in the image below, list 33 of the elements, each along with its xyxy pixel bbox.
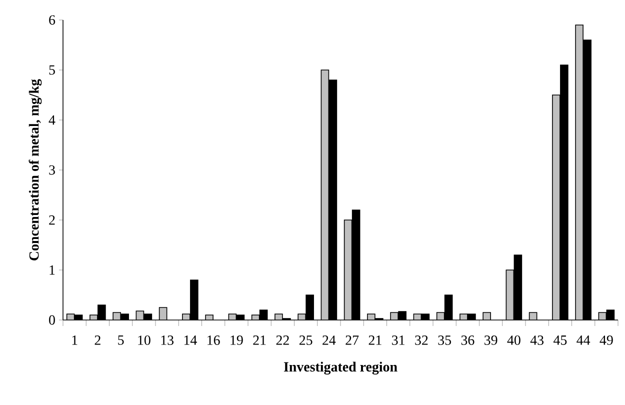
- x-tick-label: 31: [392, 336, 404, 345]
- y-tick-label: 6: [49, 15, 56, 25]
- x-tick-label: 13: [161, 336, 174, 345]
- x-tick-label: 43: [530, 336, 544, 345]
- x-tick-label: 21: [368, 336, 382, 345]
- x-tick-label: 1: [72, 336, 78, 345]
- x-tick-label: 22: [276, 336, 289, 345]
- x-tick-label: 49: [600, 336, 613, 345]
- x-tick-label: 24: [322, 336, 336, 345]
- y-tick-label: 2: [49, 215, 55, 225]
- x-tick-label: 40: [507, 336, 520, 345]
- x-tick-label: 27: [346, 336, 359, 345]
- x-tick-label: 21: [253, 336, 266, 345]
- x-tick-label: 32: [415, 336, 428, 345]
- x-tick-label: 2: [94, 336, 100, 345]
- x-tick-label: 25: [299, 336, 312, 345]
- x-tick-label: 39: [484, 336, 498, 345]
- x-tick-label: 16: [208, 336, 220, 345]
- y-tick-label: 1: [50, 265, 55, 275]
- x-axis-title: Investigated region: [284, 362, 398, 375]
- x-tick-label: 36: [461, 336, 474, 345]
- y-axis-title: Concentration of metal, mg/kg: [28, 79, 42, 260]
- x-tick-label: 10: [138, 336, 150, 345]
- x-tick-label: 35: [438, 336, 452, 345]
- y-tick-label: 5: [49, 65, 55, 75]
- x-tick-label: 45: [553, 336, 567, 345]
- x-tick-label: 5: [118, 336, 124, 345]
- x-tick-label: 14: [184, 336, 197, 345]
- y-tick-label: 3: [49, 165, 55, 175]
- x-tick-label: 19: [230, 336, 243, 345]
- y-tick-label: 0: [49, 315, 55, 325]
- y-tick-label: 4: [48, 115, 56, 125]
- x-tick-label: 44: [576, 336, 590, 345]
